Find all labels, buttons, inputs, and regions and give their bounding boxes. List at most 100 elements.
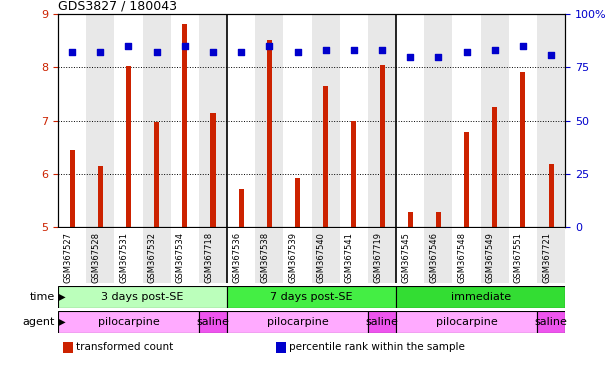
Bar (86, 228, 114, 283)
Point (405, 54, 415, 60)
Bar (170, 228, 199, 283)
Text: agent: agent (23, 317, 55, 327)
Bar (453, 228, 481, 283)
Text: GSM367528: GSM367528 (91, 232, 100, 283)
Bar (368, 228, 396, 283)
Text: transformed count: transformed count (76, 342, 173, 352)
Bar (114, 228, 142, 283)
Bar (58, 286, 227, 308)
Point (462, 49, 472, 55)
Bar (537, 311, 565, 333)
Point (236, 49, 246, 55)
Point (321, 47, 331, 53)
Bar (295, 178, 300, 227)
Text: 3 days post-SE: 3 days post-SE (101, 292, 184, 302)
Point (377, 47, 387, 53)
Point (95, 49, 105, 55)
Bar (351, 121, 356, 227)
Bar (227, 286, 396, 308)
Bar (453, 14, 481, 227)
Bar (114, 14, 142, 227)
Text: GSM367721: GSM367721 (542, 232, 551, 283)
Bar (424, 228, 453, 283)
Bar (537, 228, 565, 283)
Bar (267, 40, 272, 227)
Bar (170, 14, 199, 227)
Bar (312, 14, 340, 227)
Text: saline: saline (535, 317, 568, 327)
Bar (284, 14, 312, 227)
Point (434, 54, 444, 60)
Text: 7 days post-SE: 7 days post-SE (270, 292, 353, 302)
Text: percentile rank within the sample: percentile rank within the sample (289, 342, 464, 352)
Text: pilocarpine: pilocarpine (436, 317, 497, 327)
Point (293, 49, 302, 55)
Point (152, 49, 161, 55)
Text: immediate: immediate (450, 292, 511, 302)
Bar (276, 341, 287, 353)
Bar (379, 65, 384, 227)
Bar (492, 107, 497, 227)
Bar (396, 286, 565, 308)
Text: GSM367548: GSM367548 (458, 232, 467, 283)
Bar (98, 166, 103, 227)
Text: ▶: ▶ (55, 317, 65, 327)
Point (265, 43, 274, 49)
Bar (537, 14, 565, 227)
Bar (424, 14, 453, 227)
Bar (368, 311, 396, 333)
Text: GSM367539: GSM367539 (288, 232, 298, 283)
Text: GSM367536: GSM367536 (232, 232, 241, 283)
Text: GSM367718: GSM367718 (204, 232, 213, 283)
Point (546, 51, 556, 58)
Text: GSM367534: GSM367534 (176, 232, 185, 283)
Bar (210, 113, 216, 227)
Bar (340, 228, 368, 283)
Text: pilocarpine: pilocarpine (98, 317, 159, 327)
Bar (255, 14, 284, 227)
Text: GSM367549: GSM367549 (486, 232, 495, 283)
Point (67, 49, 77, 55)
Bar (199, 14, 227, 227)
Text: time: time (30, 292, 55, 302)
Bar (396, 228, 424, 283)
Point (490, 47, 500, 53)
Text: GSM367538: GSM367538 (260, 232, 269, 283)
Bar (396, 311, 537, 333)
Point (123, 43, 133, 49)
Text: GSM367541: GSM367541 (345, 232, 354, 283)
Bar (549, 164, 554, 227)
Text: ▶: ▶ (55, 292, 65, 302)
Bar (312, 228, 340, 283)
Text: saline: saline (365, 317, 398, 327)
Bar (255, 228, 284, 283)
Bar (63, 341, 73, 353)
Bar (154, 122, 159, 227)
Text: GSM367719: GSM367719 (373, 232, 382, 283)
Point (349, 47, 359, 53)
Bar (142, 14, 170, 227)
Bar (408, 212, 413, 227)
Bar (509, 228, 537, 283)
Bar (227, 311, 368, 333)
Bar (58, 14, 86, 227)
Text: saline: saline (197, 317, 230, 327)
Text: GSM367527: GSM367527 (63, 232, 72, 283)
Bar (227, 228, 255, 283)
Text: GSM367545: GSM367545 (401, 232, 410, 283)
Bar (199, 311, 227, 333)
Bar (142, 228, 170, 283)
Bar (509, 14, 537, 227)
Bar (464, 132, 469, 227)
Text: pilocarpine: pilocarpine (266, 317, 328, 327)
Bar (182, 23, 188, 227)
Bar (86, 14, 114, 227)
Bar (199, 228, 227, 283)
Bar (436, 212, 441, 227)
Bar (323, 86, 328, 227)
Bar (58, 228, 86, 283)
Text: GSM367532: GSM367532 (148, 232, 156, 283)
Bar (284, 228, 312, 283)
Point (208, 49, 218, 55)
Bar (481, 14, 509, 227)
